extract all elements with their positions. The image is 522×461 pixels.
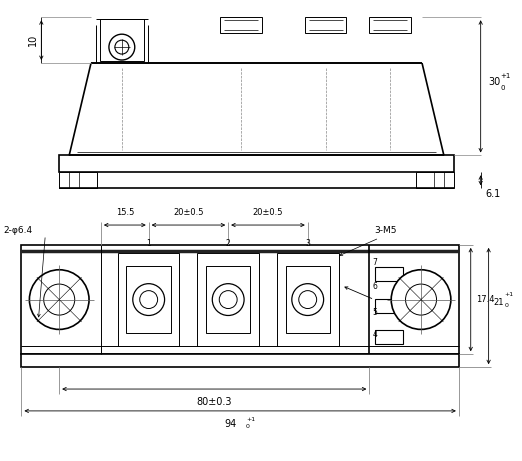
Text: 5: 5	[372, 308, 377, 317]
Circle shape	[406, 284, 436, 315]
Circle shape	[292, 284, 324, 315]
Bar	[206, 266, 251, 333]
Circle shape	[109, 34, 135, 60]
Text: 0: 0	[505, 302, 508, 307]
Text: 6: 6	[372, 282, 377, 291]
Bar	[21, 245, 459, 354]
Bar	[277, 253, 339, 346]
Bar	[416, 172, 454, 188]
Bar	[375, 267, 403, 281]
Text: 2-φ6.4: 2-φ6.4	[4, 225, 33, 235]
Text: +1: +1	[501, 73, 511, 79]
Circle shape	[44, 284, 75, 315]
Text: 94: 94	[224, 419, 236, 429]
Text: 10: 10	[28, 34, 39, 46]
Text: +1: +1	[246, 417, 255, 422]
Text: 1: 1	[146, 239, 151, 248]
Text: 30: 30	[489, 77, 501, 88]
Bar	[59, 172, 97, 188]
Text: 80±0.3: 80±0.3	[197, 397, 232, 407]
Circle shape	[29, 270, 89, 330]
Circle shape	[133, 284, 164, 315]
Text: 3: 3	[305, 239, 310, 248]
Circle shape	[299, 290, 317, 308]
Bar	[21, 354, 459, 367]
Text: 15.5: 15.5	[116, 208, 134, 217]
Circle shape	[212, 284, 244, 315]
Circle shape	[115, 40, 129, 54]
Bar	[126, 266, 171, 333]
Text: 4: 4	[372, 330, 377, 339]
Text: 17.4: 17.4	[476, 295, 494, 304]
Circle shape	[391, 270, 451, 330]
Bar	[305, 18, 347, 33]
Text: 0: 0	[246, 424, 250, 429]
Bar	[286, 266, 330, 333]
Circle shape	[140, 290, 158, 308]
Bar	[100, 19, 144, 61]
Text: 7: 7	[372, 258, 377, 267]
Bar	[220, 18, 262, 33]
Text: 21: 21	[494, 297, 504, 307]
Circle shape	[219, 290, 237, 308]
Text: 0: 0	[501, 85, 505, 91]
Text: 3-M5: 3-M5	[374, 225, 397, 235]
Text: 6.1: 6.1	[485, 189, 501, 199]
Bar	[370, 18, 411, 33]
Text: 20±0.5: 20±0.5	[253, 208, 283, 217]
Bar	[118, 253, 180, 346]
Bar	[197, 253, 259, 346]
Text: 20±0.5: 20±0.5	[173, 208, 204, 217]
Text: 2: 2	[226, 239, 231, 248]
Bar	[375, 331, 403, 344]
Bar	[375, 299, 403, 313]
Bar	[59, 155, 454, 172]
Text: +1: +1	[505, 292, 514, 296]
